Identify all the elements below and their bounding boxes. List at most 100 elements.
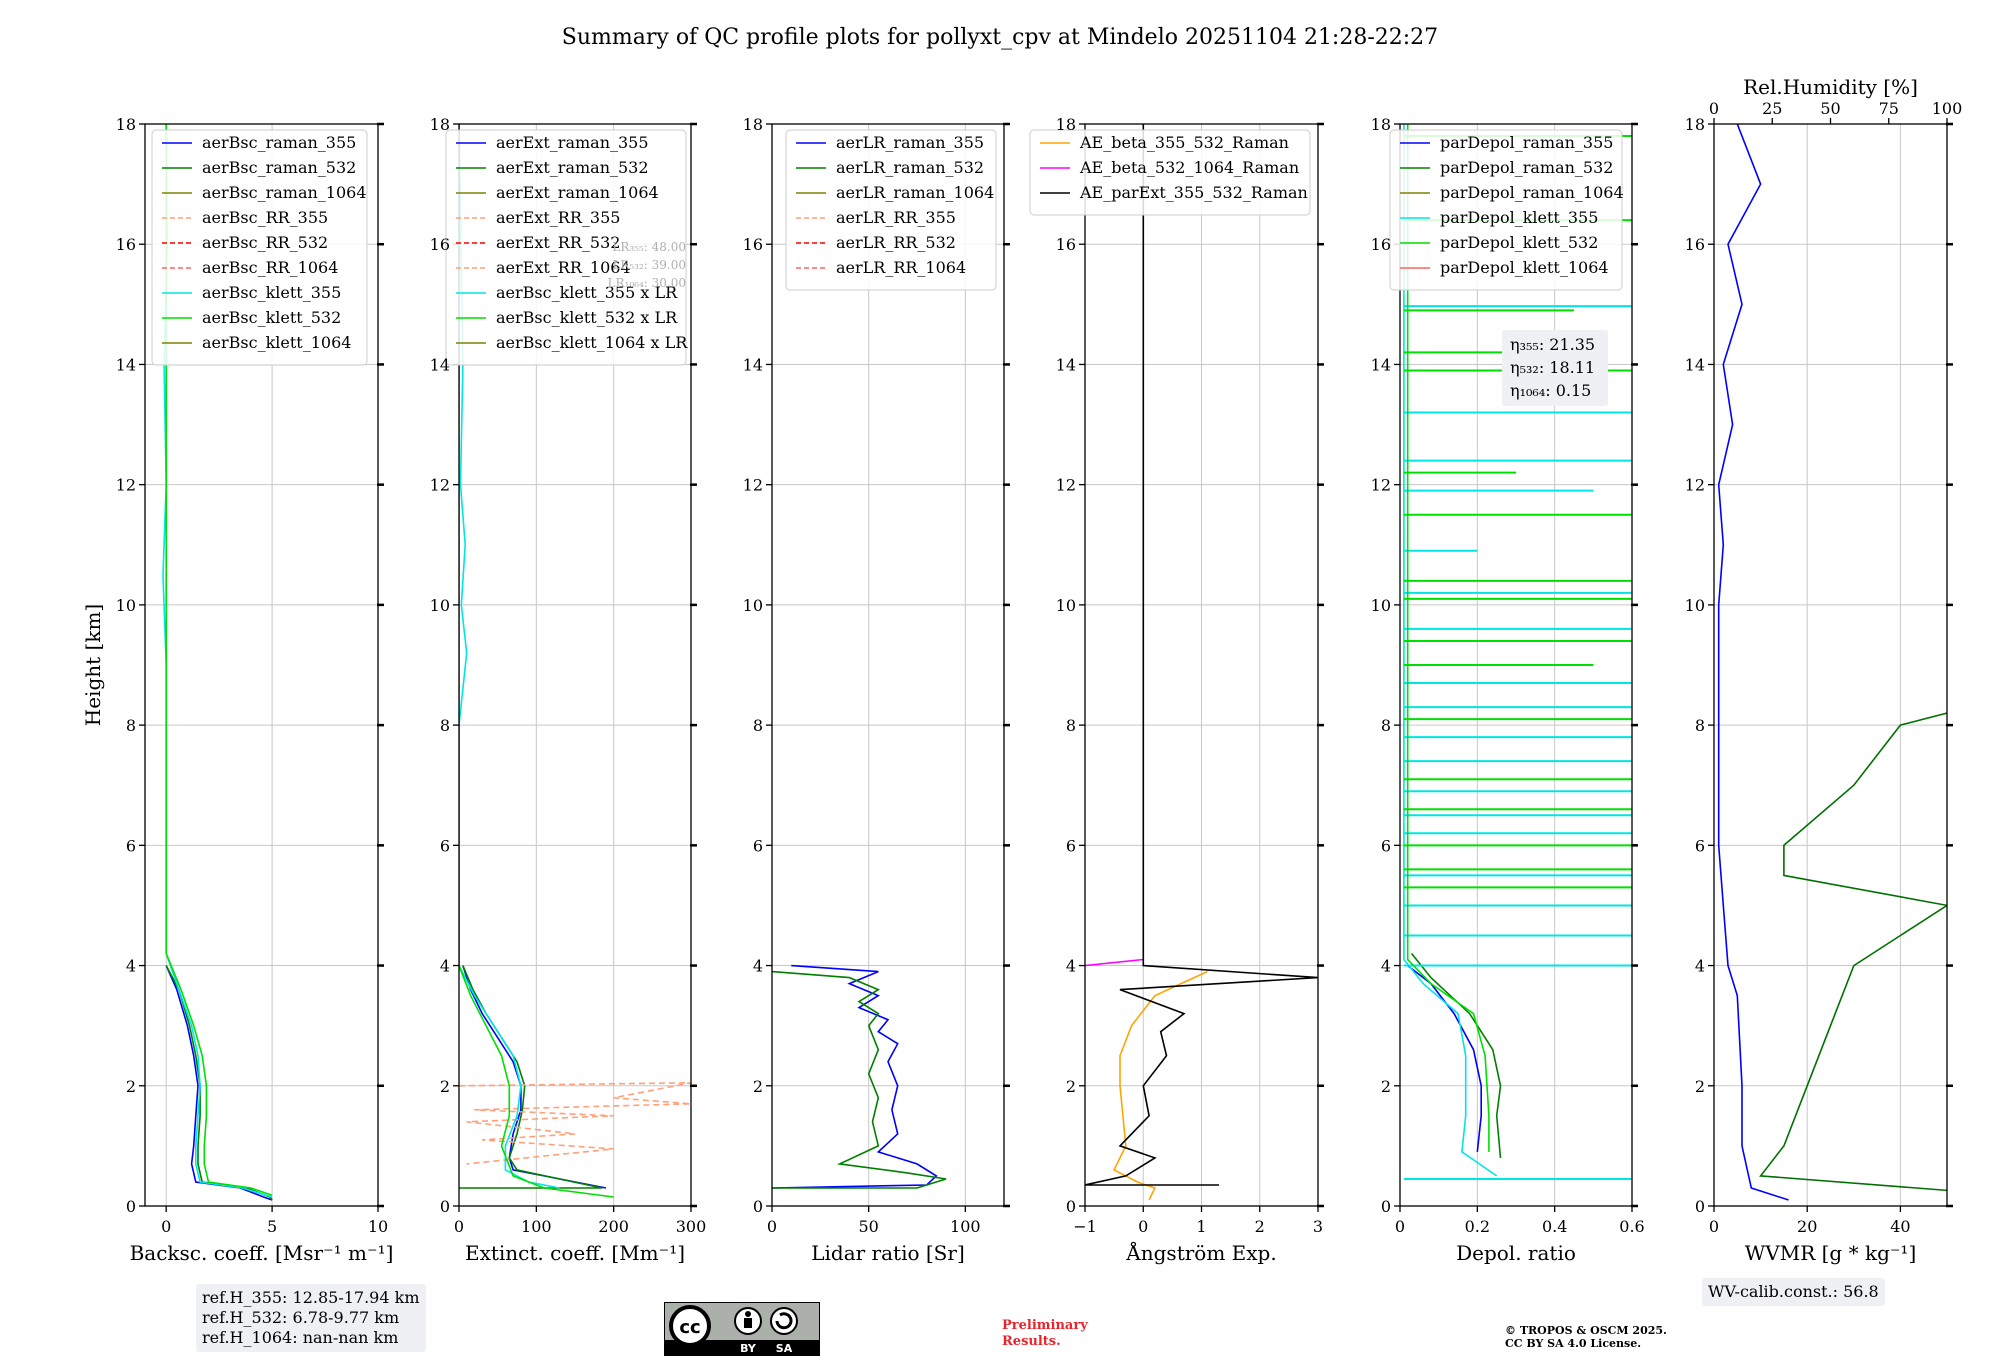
lidar-ratio-note: LR₁₀₆₄: 30.00	[608, 276, 686, 290]
legend-box	[785, 129, 997, 291]
x-tick-label: 10	[368, 1217, 388, 1236]
x-tick-label: 0.4	[1542, 1217, 1567, 1236]
y-tick-label: 8	[1066, 716, 1076, 735]
y-tick-label: 0	[1381, 1197, 1391, 1216]
y-tick-label: 14	[1371, 355, 1391, 374]
lidar-ratio-note: LR₃₅₅: 48.00	[612, 240, 686, 254]
legend-label: aerLR_RR_532	[836, 233, 956, 252]
y-tick-label: 10	[1056, 596, 1076, 615]
legend-label: parDepol_klett_532	[1440, 233, 1598, 252]
preliminary-note: Preliminary Results.	[1002, 1318, 1088, 1350]
cc-icon	[669, 1305, 711, 1347]
x-tick-label: 50	[858, 1217, 878, 1236]
series-line-aerBsc_raman_355	[165, 965, 273, 1201]
series-group	[459, 124, 691, 1198]
axes-frame	[1713, 123, 1948, 1207]
legend-box	[445, 129, 687, 366]
top-x-tick-label: 75	[1879, 99, 1899, 118]
legend-label: parDepol_raman_1064	[1440, 183, 1624, 202]
wv-calibration-box: WV-calib.const.: 56.8	[1702, 1278, 1885, 1306]
y-tick-label: 14	[1056, 355, 1076, 374]
preliminary-line-2: Results.	[1002, 1334, 1061, 1349]
x-tick-label: 0	[767, 1217, 777, 1236]
series-group	[772, 964, 947, 1189]
eta-value: η₅₃₂: 18.11	[1510, 358, 1595, 377]
y-tick-label: 6	[1695, 836, 1705, 855]
legend	[445, 129, 687, 366]
top-x-tick-label: 100	[1932, 99, 1963, 118]
y-tick-label: 14	[743, 355, 763, 374]
y-tick-label: 6	[440, 836, 450, 855]
y-tick-label: 16	[1371, 235, 1391, 254]
panel-5	[1389, 122, 1638, 1212]
legend	[151, 129, 368, 366]
y-tick-label: 14	[116, 355, 136, 374]
y-tick-label: 18	[743, 115, 763, 134]
y-tick-label: 8	[753, 716, 763, 735]
legend-label: aerExt_RR_355	[496, 208, 620, 227]
y-tick-label: 2	[440, 1077, 450, 1096]
y-tick-label: 4	[753, 957, 763, 976]
legend-label: aerLR_RR_355	[836, 208, 956, 227]
x-axis-label: Backsc. coeff. [Msr⁻¹ m⁻¹]	[130, 1241, 394, 1265]
y-tick-label: 10	[116, 596, 136, 615]
cc-sa-label: SA	[776, 1342, 793, 1355]
y-tick-label: 16	[1056, 235, 1076, 254]
y-tick-label: 10	[743, 596, 763, 615]
y-tick-label: 18	[116, 115, 136, 134]
legend-label: aerLR_raman_355	[836, 133, 984, 152]
y-tick-label: 4	[1695, 957, 1705, 976]
series-line-aerExt_raman_532	[459, 965, 603, 1189]
y-tick-label: 18	[1685, 115, 1705, 134]
y-tick-label: 16	[116, 235, 136, 254]
y-tick-label: 12	[743, 476, 763, 495]
legend	[785, 129, 997, 291]
panel-2	[445, 122, 697, 1212]
series-group	[1403, 124, 1632, 1180]
y-axis-label: Height [km]	[81, 604, 105, 726]
x-tick-label: 100	[950, 1217, 981, 1236]
copyright-line-2: CC BY SA 4.0 License.	[1505, 1337, 1642, 1350]
axes-frame	[458, 123, 692, 1207]
y-tick-label: 6	[1381, 836, 1391, 855]
y-tick-label: 8	[440, 716, 450, 735]
y-tick-label: 12	[1685, 476, 1705, 495]
axes-frame	[1399, 123, 1633, 1207]
legend-label: aerBsc_klett_355	[202, 283, 341, 302]
series-line-aerExt_RR_1064	[459, 1082, 691, 1165]
legend-box	[1029, 129, 1311, 216]
x-tick-label: 0	[454, 1217, 464, 1236]
preliminary-line-1: Preliminary	[1002, 1318, 1088, 1333]
x-tick-label: 0	[161, 1217, 171, 1236]
legend-box	[1389, 129, 1623, 291]
legend-label: aerBsc_klett_532 x LR	[496, 308, 678, 327]
y-tick-label: 6	[126, 836, 136, 855]
x-tick-label: 0	[1395, 1217, 1405, 1236]
y-tick-label: 6	[753, 836, 763, 855]
legend-label: aerBsc_RR_532	[202, 233, 328, 252]
series-group	[162, 124, 273, 1201]
legend-label: parDepol_klett_1064	[1440, 258, 1609, 277]
legend-label: aerBsc_raman_532	[202, 158, 356, 177]
y-tick-label: 10	[1685, 596, 1705, 615]
x-axis-label: WVMR [g * kg⁻¹]	[1745, 1241, 1917, 1265]
legend-label: aerExt_raman_1064	[496, 183, 659, 202]
x-tick-label: 5	[267, 1217, 277, 1236]
panel-6	[1708, 118, 1953, 1212]
series-line-RH	[1759, 712, 1947, 1192]
x-tick-label: 2	[1255, 1217, 1265, 1236]
refh-355: ref.H_355: 12.85-17.94 km	[202, 1288, 420, 1307]
y-tick-label: 16	[430, 235, 450, 254]
x-tick-label: 3	[1313, 1217, 1323, 1236]
legend-label: aerBsc_klett_355 x LR	[496, 283, 678, 302]
wv-calib-text: WV-calib.const.: 56.8	[1708, 1282, 1879, 1301]
eta-value: η₁₀₆₄: 0.15	[1510, 381, 1591, 400]
y-tick-label: 12	[430, 476, 450, 495]
series-line-aerLR_raman_532	[772, 970, 947, 1189]
y-tick-label: 2	[1381, 1077, 1391, 1096]
legend-label: parDepol_raman_532	[1440, 158, 1613, 177]
series-group	[1085, 124, 1318, 1201]
series-line-parDepol_raman_532	[1410, 952, 1502, 1158]
y-tick-label: 2	[753, 1077, 763, 1096]
legend-box	[151, 129, 368, 366]
